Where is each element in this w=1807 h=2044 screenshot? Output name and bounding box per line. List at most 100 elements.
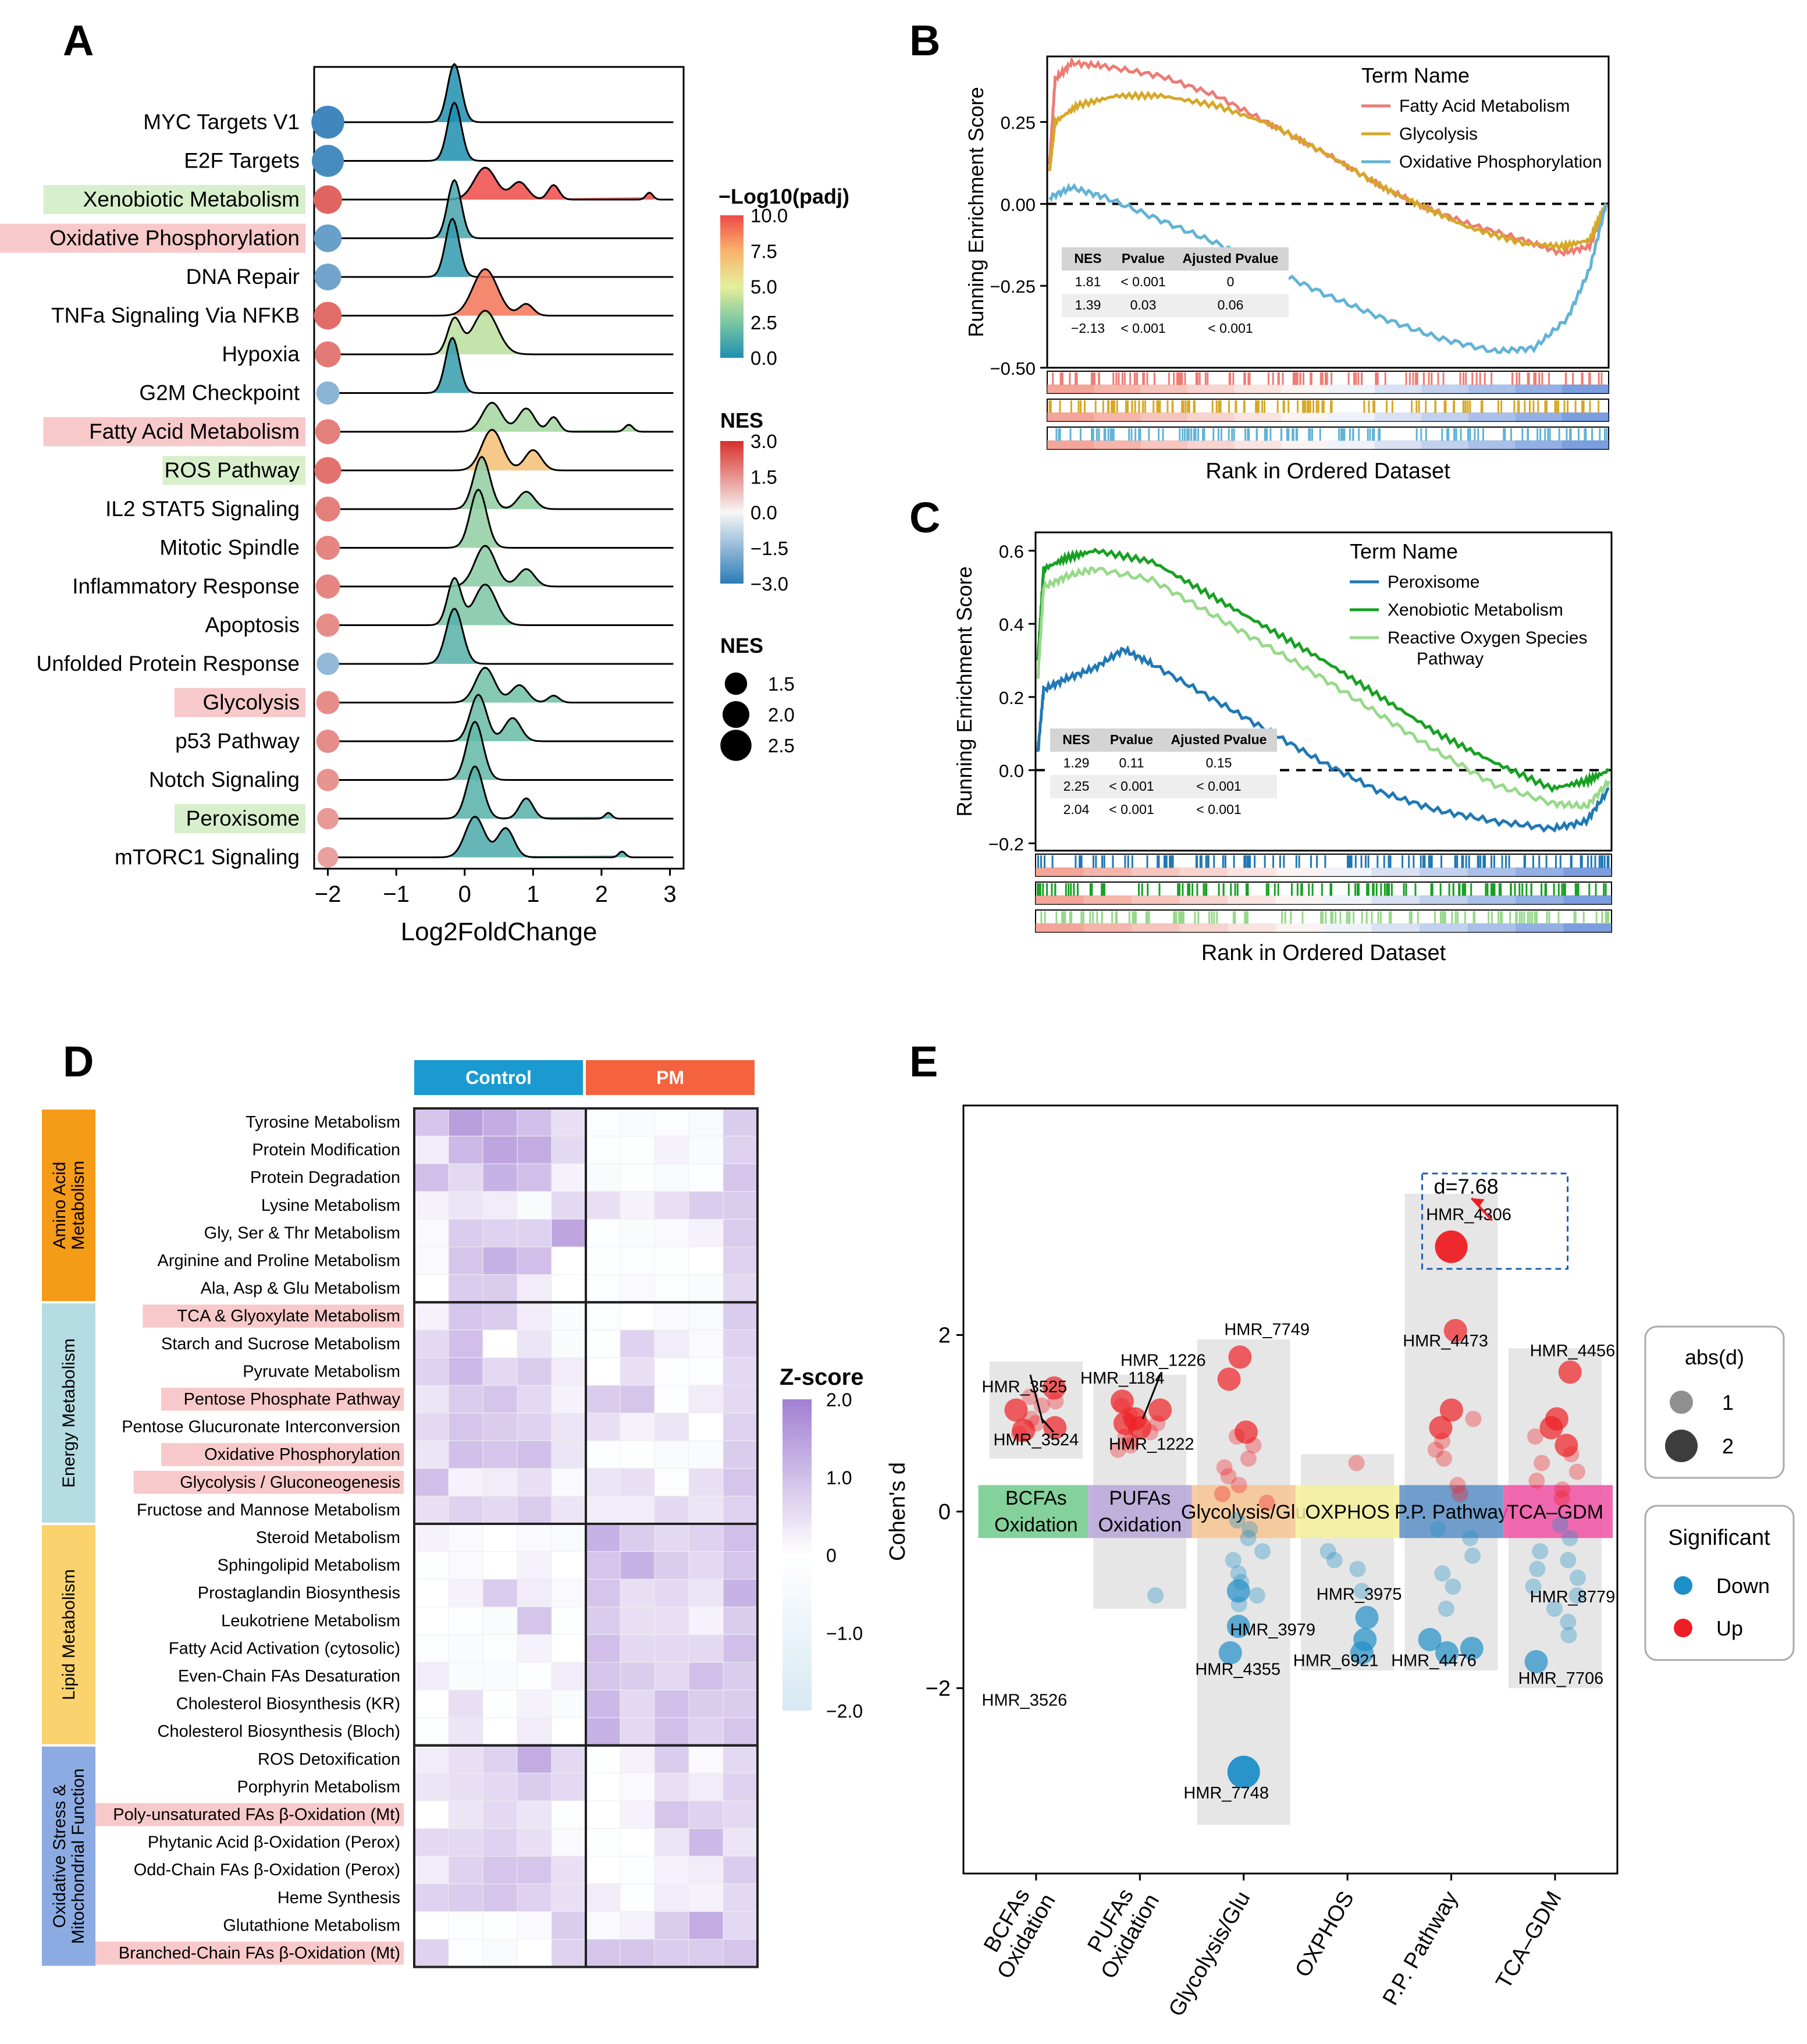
x-tick-label: P.P. Pathway bbox=[1378, 1887, 1463, 2010]
heat-cell bbox=[448, 1579, 483, 1608]
annotation-arrowhead bbox=[1471, 1198, 1485, 1208]
heat-cell bbox=[551, 1302, 586, 1331]
data-point bbox=[1429, 1416, 1453, 1439]
heat-cell bbox=[414, 1606, 449, 1635]
data-point bbox=[1228, 1428, 1245, 1445]
data-point bbox=[1230, 1565, 1247, 1582]
es-curve bbox=[1036, 566, 1611, 810]
data-point bbox=[1427, 1441, 1444, 1458]
band-label: TCA–GDM bbox=[1507, 1501, 1603, 1523]
heat-cell bbox=[482, 1634, 518, 1663]
data-point bbox=[1248, 1587, 1265, 1604]
data-point bbox=[1004, 1398, 1028, 1422]
row-label: Pentose Phosphate Pathway bbox=[184, 1390, 401, 1409]
rank-gradient bbox=[1561, 412, 1609, 421]
heat-cell bbox=[448, 1246, 483, 1275]
data-point bbox=[1348, 1455, 1365, 1471]
table-row-bg bbox=[1050, 775, 1277, 798]
nes-dot bbox=[314, 224, 342, 253]
heat-cell bbox=[414, 1302, 449, 1331]
rank-gradient bbox=[1468, 440, 1516, 449]
legend-sig-label: Up bbox=[1716, 1616, 1743, 1640]
row-label: TCA & Glyoxylate Metabolism bbox=[177, 1307, 400, 1325]
data-point bbox=[1122, 1437, 1139, 1454]
heat-cell bbox=[551, 1357, 586, 1386]
heat-cell bbox=[482, 1274, 518, 1303]
heat-cell bbox=[585, 1357, 621, 1386]
category-label: Mitochondrial Function bbox=[69, 1768, 88, 1944]
group-header bbox=[414, 1060, 583, 1095]
ridge-fill bbox=[453, 269, 540, 316]
heat-cell bbox=[482, 1939, 518, 1968]
data-point bbox=[1349, 1560, 1366, 1577]
category-bar bbox=[42, 1303, 95, 1523]
heat-cell bbox=[517, 1246, 552, 1275]
heat-cell bbox=[551, 1855, 586, 1885]
heat-cell bbox=[585, 1911, 621, 1940]
nes-dot bbox=[315, 341, 341, 368]
data-point bbox=[1240, 1530, 1257, 1547]
rank-gradient bbox=[1421, 440, 1468, 449]
heat-cell bbox=[620, 1772, 655, 1801]
heat-cell bbox=[585, 1523, 621, 1552]
heat-cell bbox=[688, 1163, 724, 1192]
heat-cell bbox=[448, 1662, 483, 1691]
row-label: Ala, Asp & Glu Metabolism bbox=[201, 1279, 400, 1298]
legend-sig-dot bbox=[1674, 1619, 1692, 1637]
heat-cell bbox=[723, 1108, 758, 1137]
legend-size-dot bbox=[720, 730, 752, 761]
heat-cell bbox=[585, 1800, 621, 1829]
heat-cell bbox=[688, 1136, 724, 1164]
x-tick-label: OXPHOS bbox=[1290, 1887, 1359, 1982]
legend-size-label: 2.5 bbox=[768, 735, 795, 756]
heat-cell bbox=[448, 1551, 483, 1580]
nes-dot bbox=[317, 808, 339, 830]
table-header: Ajusted Pvalue bbox=[1183, 251, 1279, 266]
x-tick-label: 0 bbox=[458, 881, 471, 907]
rank-gradient bbox=[1468, 384, 1516, 393]
heat-cell bbox=[448, 1413, 483, 1441]
point-label: HMR_3524 bbox=[994, 1431, 1079, 1449]
heat-cell bbox=[414, 1413, 449, 1441]
heat-cell bbox=[723, 1163, 758, 1192]
rank-gradient bbox=[1132, 895, 1180, 904]
data-point bbox=[1546, 1600, 1563, 1617]
heat-cell bbox=[482, 1855, 518, 1885]
heat-cell bbox=[517, 1911, 552, 1940]
legend-size-dot bbox=[724, 672, 748, 695]
row-label: Poly-unsaturated FAs β-Oxidation (Mt) bbox=[113, 1805, 400, 1824]
y-tick-label: 0.4 bbox=[999, 614, 1024, 635]
nes-dot bbox=[314, 457, 342, 484]
term-highlight bbox=[43, 185, 305, 214]
heat-cell bbox=[723, 1828, 758, 1857]
heat-cell bbox=[688, 1274, 724, 1303]
heat-cell bbox=[448, 1468, 483, 1496]
heat-cell bbox=[482, 1191, 518, 1220]
legend-label: Reactive Oxygen Species bbox=[1388, 628, 1588, 648]
rank-gradient bbox=[1094, 412, 1141, 421]
heat-cell bbox=[654, 1246, 689, 1275]
zscore-tick: 1.0 bbox=[826, 1467, 852, 1488]
rank-gradient bbox=[1228, 895, 1276, 904]
rank-gradient bbox=[1420, 923, 1468, 932]
heat-cell bbox=[654, 1357, 689, 1386]
heat-cell bbox=[620, 1136, 655, 1164]
category-label: Amino Acid bbox=[50, 1162, 69, 1249]
data-point bbox=[1555, 1434, 1578, 1458]
table-cell: 2.25 bbox=[1063, 779, 1090, 794]
rank-gradient bbox=[1563, 867, 1612, 876]
zscore-tick: −2.0 bbox=[826, 1701, 863, 1722]
row-label: Glycolysis / Gluconeogenesis bbox=[180, 1473, 400, 1492]
heat-cell bbox=[482, 1468, 518, 1496]
heat-cell bbox=[585, 1717, 621, 1746]
rank-gradient bbox=[1047, 412, 1094, 421]
heat-cell bbox=[585, 1551, 621, 1580]
legend-size-dot bbox=[1670, 1391, 1693, 1414]
table-cell: 1.39 bbox=[1075, 297, 1101, 312]
data-point bbox=[1228, 1345, 1252, 1369]
data-point bbox=[1434, 1565, 1451, 1582]
x-axis-title: Rank in Ordered Dataset bbox=[1205, 459, 1450, 484]
rank-gradient bbox=[1324, 923, 1372, 932]
heat-cell bbox=[448, 1495, 483, 1524]
term-highlight bbox=[43, 417, 305, 446]
